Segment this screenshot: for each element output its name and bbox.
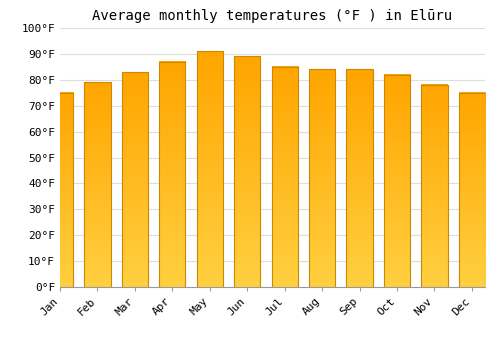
Bar xyxy=(159,62,186,287)
Bar xyxy=(422,85,448,287)
Bar xyxy=(346,69,372,287)
Bar xyxy=(309,69,335,287)
Bar xyxy=(84,82,110,287)
Bar xyxy=(122,72,148,287)
Bar xyxy=(384,75,410,287)
Bar xyxy=(47,93,73,287)
Bar xyxy=(272,67,298,287)
Bar xyxy=(196,51,223,287)
Bar xyxy=(459,93,485,287)
Bar xyxy=(272,67,298,287)
Bar xyxy=(234,56,260,287)
Title: Average monthly temperatures (°F ) in Elūru: Average monthly temperatures (°F ) in El… xyxy=(92,9,452,23)
Bar xyxy=(422,85,448,287)
Bar xyxy=(47,93,73,287)
Bar xyxy=(84,82,110,287)
Bar xyxy=(234,56,260,287)
Bar xyxy=(346,69,372,287)
Bar xyxy=(309,69,335,287)
Bar xyxy=(384,75,410,287)
Bar xyxy=(459,93,485,287)
Bar xyxy=(159,62,186,287)
Bar xyxy=(122,72,148,287)
Bar xyxy=(196,51,223,287)
